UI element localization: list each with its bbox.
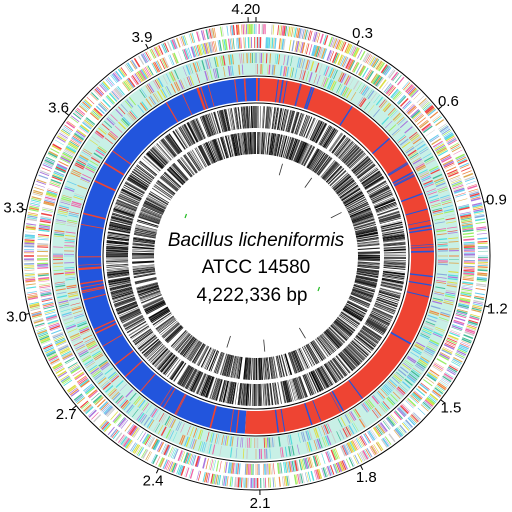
gc-content-rings — [105, 105, 407, 407]
trna-marker — [184, 213, 188, 219]
scale-tick-label: 3.0 — [6, 309, 27, 326]
scale-tick-label: 1.8 — [356, 469, 377, 486]
scale-tick-label: 4.2 — [231, 1, 252, 18]
scale-tick-label: 1.2 — [487, 301, 508, 318]
strand-ring — [77, 78, 434, 434]
strain-label: ATCC 14580 — [202, 257, 310, 278]
rna-markers — [184, 163, 342, 352]
outer-gene-ring — [24, 24, 488, 488]
trna-marker — [317, 286, 321, 292]
scale-tick-label: 2.1 — [250, 495, 271, 512]
scale-tick-label: 3.3 — [3, 199, 24, 216]
second-gene-ring — [51, 52, 460, 461]
scale-tick-label: 3.9 — [132, 29, 153, 46]
leading-strand-arc — [244, 78, 434, 434]
scale-tick-label: 1.5 — [440, 400, 461, 417]
scale-tick-label: 0 — [252, 1, 260, 18]
organism-name: Bacillus licheniformis — [168, 230, 345, 251]
genome-size-label: 4,222,336 bp — [197, 285, 308, 306]
scale-tick-label: 3.6 — [48, 100, 69, 117]
scale-ticks: 0 0.3 0.6 0.9 1.2 1.5 1.8 2.1 2.4 2.7 3.0 3.3 3.6 3.9… — [3, 1, 507, 512]
scale-tick-label: 2.4 — [143, 473, 164, 490]
scale-tick-label: 0.9 — [486, 191, 507, 208]
lagging-strand-arc — [77, 78, 256, 434]
scale-tick-label: 0.3 — [352, 25, 373, 42]
scale-tick-label: 0.6 — [438, 93, 459, 110]
scale-tick-label: 2.7 — [56, 406, 77, 423]
